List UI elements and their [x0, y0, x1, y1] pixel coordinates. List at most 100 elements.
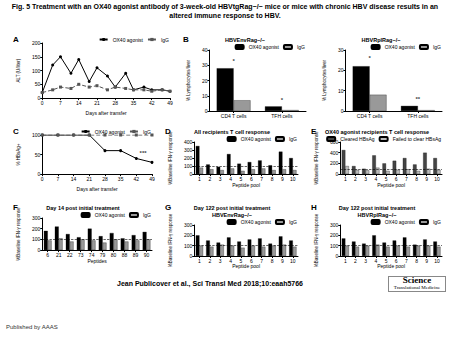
svg-text:Peptide pool: Peptide pool: [377, 263, 405, 269]
svg-text:H: H: [311, 203, 317, 212]
svg-text:28: 28: [102, 176, 108, 182]
svg-text:100: 100: [184, 163, 193, 169]
svg-text:HBVRplRag−/−: HBVRplRag−/−: [358, 212, 397, 218]
svg-text:22: 22: [67, 252, 73, 258]
svg-text:6: 6: [395, 258, 398, 264]
svg-text:10: 10: [434, 258, 440, 264]
svg-text:All recipients T cell response: All recipients T cell response: [194, 129, 270, 135]
svg-text:200: 200: [32, 40, 41, 46]
svg-text:HBVEnvRag−/−: HBVEnvRag−/−: [212, 212, 252, 218]
svg-text:90: 90: [144, 252, 150, 258]
svg-text:HBVRplRag−/−: HBVRplRag−/−: [362, 37, 401, 43]
svg-text:Peptide pool: Peptide pool: [232, 182, 260, 188]
svg-text:10: 10: [338, 88, 344, 94]
svg-text:OX40 agonist: OX40 agonist: [95, 212, 126, 218]
svg-text:Failed to clear HBsAg: Failed to clear HBsAg: [393, 136, 442, 142]
svg-text:10: 10: [290, 176, 296, 182]
svg-text:4: 4: [229, 258, 232, 264]
svg-text:0: 0: [205, 108, 208, 114]
svg-text:28: 28: [112, 100, 118, 106]
svg-text:0: 0: [335, 253, 338, 259]
svg-text:OX40 agonist: OX40 agonist: [385, 219, 416, 225]
svg-text:89: 89: [133, 252, 139, 258]
svg-text:IgG: IgG: [289, 219, 297, 225]
svg-text:300: 300: [32, 215, 41, 221]
svg-text:6: 6: [395, 176, 398, 182]
svg-text:7: 7: [260, 258, 263, 264]
svg-text:IgG: IgG: [161, 37, 169, 43]
svg-text:100: 100: [330, 243, 339, 249]
svg-text:**: **: [416, 96, 421, 102]
svg-text:*: *: [368, 55, 371, 61]
svg-text:1: 1: [344, 176, 347, 182]
svg-text:Peptide pool: Peptide pool: [232, 263, 260, 269]
svg-text:400: 400: [330, 150, 339, 156]
svg-text:300: 300: [184, 222, 193, 228]
svg-text:9: 9: [425, 258, 428, 264]
svg-text:3: 3: [219, 176, 222, 182]
svg-text:OX40 agonist: OX40 agonist: [241, 219, 272, 225]
svg-text:OX40 agonist: OX40 agonist: [249, 44, 280, 50]
svg-text:73: 73: [78, 252, 84, 258]
svg-text:3: 3: [364, 176, 367, 182]
svg-text:Day 122 post initial treatment: Day 122 post initial treatment: [194, 205, 271, 211]
svg-text:IgG: IgG: [433, 219, 441, 225]
svg-text:%Baseline IFN-γ response: %Baseline IFN-γ response: [168, 213, 173, 267]
svg-text:%Baseline IFN-γ response: %Baseline IFN-γ response: [314, 213, 319, 267]
svg-text:F: F: [13, 203, 18, 212]
svg-text:7: 7: [59, 100, 62, 106]
svg-text:7: 7: [57, 176, 60, 182]
svg-text:5: 5: [385, 258, 388, 264]
svg-text:Day 14 post initial treatment: Day 14 post initial treatment: [46, 205, 120, 211]
svg-text:0: 0: [335, 171, 338, 177]
svg-text:B: B: [183, 35, 189, 44]
svg-text:21: 21: [87, 176, 93, 182]
svg-text:1: 1: [198, 176, 201, 182]
svg-text:IgG: IgG: [297, 44, 305, 50]
svg-text:4: 4: [374, 258, 377, 264]
svg-text:79: 79: [100, 252, 106, 258]
svg-text:50: 50: [35, 81, 41, 87]
svg-text:Peptide pool: Peptide pool: [377, 182, 405, 188]
svg-text:20: 20: [338, 67, 344, 73]
svg-text:A: A: [13, 35, 19, 44]
svg-text:200: 200: [330, 232, 339, 238]
svg-text:2: 2: [208, 258, 211, 264]
svg-text:%Baseline IFN-γ response: %Baseline IFN-γ response: [168, 131, 173, 185]
svg-text:5: 5: [240, 176, 243, 182]
svg-text:Day 122 post initial treatment: Day 122 post initial treatment: [339, 205, 416, 211]
svg-text:IgG: IgG: [143, 129, 151, 135]
svg-text:1: 1: [198, 258, 201, 264]
svg-text:8: 8: [415, 176, 418, 182]
svg-text:CD4 T cells: CD4 T cells: [221, 113, 247, 119]
svg-text:49: 49: [167, 100, 173, 106]
svg-text:8: 8: [415, 258, 418, 264]
svg-text:3: 3: [219, 258, 222, 264]
svg-text:8: 8: [271, 258, 274, 264]
svg-text:6: 6: [250, 176, 253, 182]
svg-text:*: *: [281, 97, 284, 103]
svg-text:Cleared HBsAg: Cleared HBsAg: [340, 136, 375, 142]
svg-text:*: *: [232, 58, 235, 64]
svg-text:150: 150: [32, 54, 41, 60]
svg-text:6: 6: [250, 258, 253, 264]
svg-text:IgG: IgG: [433, 44, 441, 50]
svg-text:OX40 agonist: OX40 agonist: [241, 136, 272, 142]
svg-text:E: E: [311, 127, 317, 136]
svg-text:100: 100: [32, 236, 41, 242]
svg-text:200: 200: [184, 155, 193, 161]
svg-text:OX40 agonist recipients T cell: OX40 agonist recipients T cell response: [325, 129, 429, 135]
svg-text:OX40 agonist: OX40 agonist: [113, 37, 144, 43]
svg-text:5: 5: [385, 176, 388, 182]
svg-text:10: 10: [290, 258, 296, 264]
svg-text:9: 9: [281, 176, 284, 182]
svg-text:C: C: [13, 127, 19, 136]
svg-text:30: 30: [338, 47, 344, 53]
svg-text:0: 0: [37, 247, 40, 253]
svg-text:6: 6: [46, 252, 49, 258]
svg-text:TFH cells: TFH cells: [407, 113, 429, 119]
svg-text:8: 8: [271, 176, 274, 182]
svg-text:30: 30: [202, 62, 208, 68]
svg-text:40: 40: [202, 47, 208, 53]
svg-text:21: 21: [56, 252, 62, 258]
